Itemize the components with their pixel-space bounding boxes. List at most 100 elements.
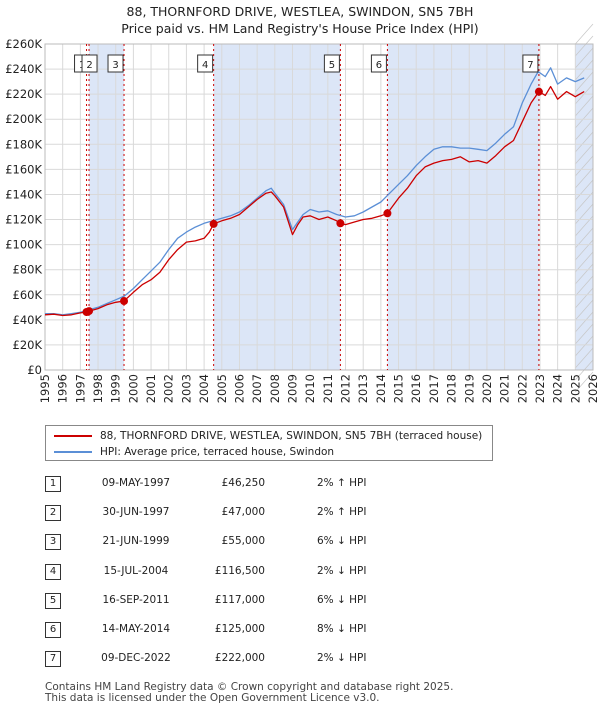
sale-price: £46,250 <box>221 477 265 489</box>
x-tick-label: 2023 <box>533 374 547 403</box>
y-tick-label: £80K <box>13 263 43 277</box>
y-tick-label: £200K <box>5 112 42 126</box>
shaded-span <box>387 44 539 370</box>
sale-hpi-diff: 2% ↓ HPI <box>317 652 367 665</box>
sale-label-box <box>197 54 214 73</box>
table-row: 7 09-DEC-2022 £222,000 2% ↓ HPI <box>45 646 585 675</box>
sale-hpi-diff: 8% ↓ HPI <box>317 622 367 635</box>
x-tick-label: 2005 <box>215 374 229 403</box>
sale-number: 5 <box>45 592 61 609</box>
sale-price: £125,000 <box>214 622 265 635</box>
hatch-line <box>575 35 594 57</box>
footer-licence: This data is licensed under the Open Gov… <box>45 692 380 704</box>
sale-label-box <box>522 54 539 73</box>
x-tick-label: 1996 <box>56 374 70 403</box>
x-tick-label: 2016 <box>409 374 423 403</box>
table-row: 3 21-JUN-1999 £55,000 6% ↓ HPI <box>45 529 585 558</box>
hatch-line <box>575 191 594 213</box>
sale-point <box>209 219 218 228</box>
sale-point <box>534 87 543 96</box>
hatch-line <box>575 71 594 93</box>
plot-frame <box>44 43 594 371</box>
hatch-line <box>575 275 594 297</box>
y-tick-label: £240K <box>5 62 42 76</box>
sale-label-box <box>370 54 387 73</box>
table-row: 2 30-JUN-1997 £47,000 2% ↑ HPI <box>45 500 585 529</box>
sale-label-box <box>107 54 124 73</box>
series-line-property <box>44 85 585 317</box>
x-tick-label: 2007 <box>250 374 264 403</box>
x-tick-label: 2019 <box>462 374 476 403</box>
hatch-line <box>575 371 594 393</box>
y-tick-label: £160K <box>5 162 42 176</box>
table-row: 4 15-JUL-2004 £116,500 2% ↓ HPI <box>45 559 585 588</box>
sale-hpi-diff: 6% ↓ HPI <box>317 535 367 548</box>
x-tick-label: 2014 <box>374 374 388 403</box>
hatch-line <box>575 95 594 117</box>
sale-date: 21-JUN-1999 <box>102 535 170 548</box>
shaded-span <box>89 44 125 370</box>
sale-label: 4 <box>202 60 208 71</box>
legend: 88, THORNFORD DRIVE, WESTLEA, SWINDON, S… <box>45 425 493 461</box>
sale-date: 14-MAY-2014 <box>101 622 171 635</box>
sale-price: £117,000 <box>214 593 265 606</box>
sale-date: 30-JUN-1997 <box>102 506 170 519</box>
x-tick-label: 2021 <box>498 374 512 403</box>
x-tick-label: 2000 <box>126 374 140 403</box>
table-row: 5 16-SEP-2011 £117,000 6% ↓ HPI <box>45 588 585 617</box>
x-tick-label: 2013 <box>356 374 370 403</box>
hatch-line <box>575 131 594 153</box>
sale-label-box <box>81 54 98 73</box>
y-tick-label: £100K <box>5 238 42 252</box>
sale-point <box>336 219 345 228</box>
x-tick-label: 2006 <box>232 374 246 403</box>
hatch-line <box>575 287 594 309</box>
sale-number: 7 <box>45 651 61 668</box>
price-chart: £0 £20K £40K £60K £80K £100K £120K £140K £160K £1… <box>5 23 600 403</box>
x-tick-label: 2018 <box>445 374 459 403</box>
y-tick-label: £60K <box>13 288 43 302</box>
y-tick-label: £220K <box>5 87 42 101</box>
hatch-line <box>575 335 594 357</box>
y-tick-label: £260K <box>5 37 42 51</box>
hatch-line <box>575 47 594 69</box>
sale-date: 16-SEP-2011 <box>102 593 170 606</box>
sale-point <box>120 297 129 306</box>
sale-number: 3 <box>45 534 61 551</box>
sale-price: £47,000 <box>221 506 265 519</box>
sales-table: 1 09-MAY-1997 £46,250 2% ↑ HPI 2 30-JUN-… <box>45 471 585 675</box>
series-line-hpi <box>45 67 585 316</box>
sale-point <box>383 209 392 218</box>
y-tick-label: £120K <box>5 213 42 227</box>
x-tick-label: 2025 <box>568 374 582 403</box>
sale-date: 15-JUL-2004 <box>103 564 169 577</box>
x-tick-label: 2008 <box>268 374 282 403</box>
hatch-line <box>575 251 594 273</box>
chart-subtitle: Price paid vs. HM Land Registry's House … <box>121 21 479 36</box>
x-tick-label: 2012 <box>339 374 353 403</box>
sale-date: 09-DEC-2022 <box>101 652 171 665</box>
x-tick-label: 1995 <box>38 374 52 403</box>
y-tick-label: £140K <box>5 187 42 201</box>
legend-swatch-property <box>54 435 92 437</box>
hatch-line <box>575 167 594 189</box>
x-tick-label: 1999 <box>109 374 123 403</box>
hatch-line <box>575 311 594 333</box>
footer-copyright: Contains HM Land Registry data © Crown c… <box>45 681 454 693</box>
y-tick-label: £180K <box>5 137 42 151</box>
hatch-line <box>575 143 594 165</box>
x-tick-label: 2010 <box>303 374 317 403</box>
x-tick-label: 2009 <box>285 374 299 403</box>
y-tick-label: £40K <box>13 313 43 327</box>
chart-title: 88, THORNFORD DRIVE, WESTLEA, SWINDON, S… <box>126 4 474 19</box>
sale-price: £55,000 <box>221 535 265 548</box>
x-tick-label: 2011 <box>321 374 335 403</box>
sale-number: 6 <box>45 621 61 638</box>
y-tick-label: £0 <box>27 363 42 377</box>
table-row: 1 09-MAY-1997 £46,250 2% ↑ HPI <box>45 471 585 500</box>
legend-label-property: 88, THORNFORD DRIVE, WESTLEA, SWINDON, S… <box>100 430 483 442</box>
hatch-line <box>575 347 594 369</box>
x-tick-label: 1998 <box>91 374 105 403</box>
sale-label: 3 <box>112 60 118 71</box>
x-tick-label: 2026 <box>586 374 600 403</box>
